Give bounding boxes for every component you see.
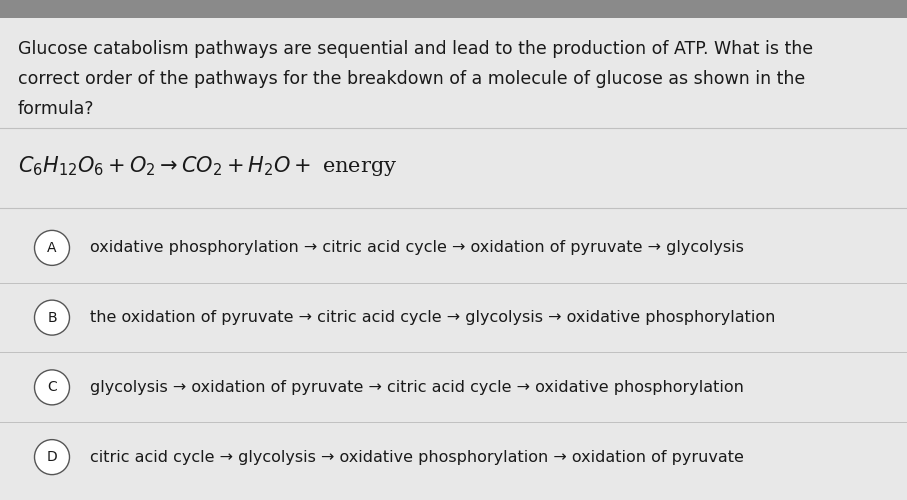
Circle shape <box>34 440 70 474</box>
Text: citric acid cycle → glycolysis → oxidative phosphorylation → oxidation of pyruva: citric acid cycle → glycolysis → oxidati… <box>90 450 744 464</box>
Circle shape <box>34 370 70 405</box>
Text: C: C <box>47 380 57 394</box>
Text: $C_6H_{12}O_6 + O_2 \rightarrow CO_2 + H_2O +$ energy: $C_6H_{12}O_6 + O_2 \rightarrow CO_2 + H… <box>18 154 397 178</box>
Text: Glucose catabolism pathways are sequential and lead to the production of ATP. Wh: Glucose catabolism pathways are sequenti… <box>18 40 813 58</box>
Text: the oxidation of pyruvate → citric acid cycle → glycolysis → oxidative phosphory: the oxidation of pyruvate → citric acid … <box>90 310 775 325</box>
Bar <box>0 0 907 18</box>
Text: B: B <box>47 310 57 324</box>
Text: oxidative phosphorylation → citric acid cycle → oxidation of pyruvate → glycolys: oxidative phosphorylation → citric acid … <box>90 240 744 256</box>
Text: formula?: formula? <box>18 100 94 118</box>
Text: correct order of the pathways for the breakdown of a molecule of glucose as show: correct order of the pathways for the br… <box>18 70 805 88</box>
Text: D: D <box>46 450 57 464</box>
Text: A: A <box>47 241 57 255</box>
Circle shape <box>34 230 70 266</box>
Circle shape <box>34 300 70 335</box>
Text: glycolysis → oxidation of pyruvate → citric acid cycle → oxidative phosphorylati: glycolysis → oxidation of pyruvate → cit… <box>90 380 744 395</box>
